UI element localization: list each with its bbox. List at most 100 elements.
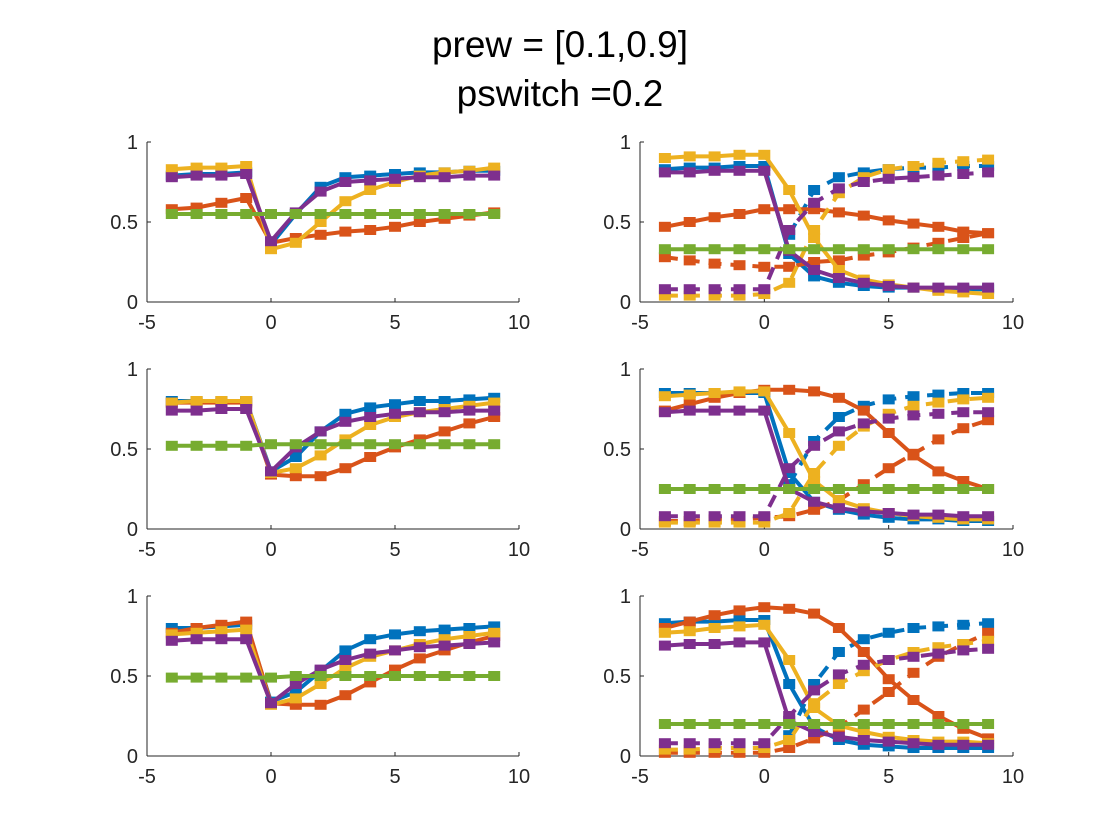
- data-point-purple: [857, 659, 870, 670]
- data-point-purple: [882, 281, 895, 291]
- y-tick-label: 1: [620, 586, 631, 608]
- data-point-orange: [808, 204, 821, 215]
- data-point-green: [982, 244, 995, 255]
- data-point-green: [364, 671, 377, 681]
- data-point-purple: [808, 197, 821, 208]
- data-point-yellow: [733, 386, 746, 397]
- data-point-orange: [882, 428, 895, 438]
- data-point-purple: [857, 735, 870, 745]
- data-point-yellow: [289, 237, 302, 248]
- data-point-orange: [832, 623, 845, 633]
- data-point-yellow: [364, 185, 377, 195]
- data-point-green: [265, 439, 277, 450]
- data-point-yellow: [932, 642, 945, 653]
- data-point-blue: [783, 679, 796, 689]
- data-point-orange: [832, 255, 845, 266]
- data-point-purple: [733, 738, 746, 749]
- data-point-purple: [708, 284, 721, 295]
- data-point-orange: [808, 386, 821, 397]
- data-point-yellow: [683, 290, 696, 301]
- data-point-purple: [832, 273, 845, 283]
- data-point-yellow: [708, 151, 721, 162]
- data-point-purple: [339, 416, 352, 427]
- data-point-blue: [339, 645, 352, 656]
- data-point-yellow: [808, 698, 821, 709]
- data-point-purple: [708, 511, 721, 522]
- figure-title-line2: pswitch =0.2: [457, 73, 664, 114]
- data-point-green: [708, 719, 721, 729]
- data-point-green: [438, 209, 451, 219]
- data-point-yellow: [832, 265, 845, 275]
- data-point-purple: [165, 405, 178, 416]
- data-point-green: [733, 484, 746, 494]
- y-tick-label: 1: [127, 359, 138, 381]
- data-point-green: [907, 484, 920, 494]
- data-point-green: [463, 209, 476, 219]
- data-point-blue: [413, 626, 426, 637]
- data-point-orange: [733, 209, 746, 219]
- data-point-blue: [389, 399, 401, 410]
- x-tick-label: -5: [138, 312, 156, 334]
- data-point-green: [758, 484, 771, 494]
- data-point-purple: [413, 407, 426, 418]
- data-point-purple: [389, 645, 401, 656]
- data-point-purple: [832, 503, 845, 514]
- data-point-purple: [857, 418, 870, 429]
- data-point-purple: [733, 637, 746, 648]
- data-point-green: [783, 244, 796, 255]
- data-point-orange: [907, 448, 920, 459]
- data-point-purple: [932, 408, 945, 419]
- data-point-yellow: [957, 156, 970, 167]
- data-point-purple: [808, 727, 821, 737]
- data-point-purple: [389, 408, 401, 419]
- data-point-green: [165, 440, 178, 451]
- data-point-orange: [215, 197, 228, 208]
- data-point-orange: [314, 471, 327, 482]
- data-point-blue: [832, 647, 845, 657]
- data-point-blue: [882, 627, 895, 638]
- data-point-yellow: [758, 149, 771, 160]
- data-point-green: [957, 244, 970, 255]
- data-point-blue: [339, 408, 352, 419]
- data-point-purple: [339, 177, 352, 187]
- data-point-orange: [438, 426, 451, 437]
- data-point-orange: [683, 399, 696, 410]
- data-point-purple: [857, 177, 870, 187]
- data-point-green: [932, 244, 945, 255]
- data-point-purple: [733, 165, 746, 176]
- data-point-purple: [733, 511, 746, 522]
- data-point-yellow: [165, 397, 178, 408]
- data-point-orange: [758, 261, 771, 272]
- data-point-orange: [857, 647, 870, 657]
- data-point-green: [857, 244, 870, 255]
- data-point-purple: [708, 639, 721, 649]
- data-point-orange: [783, 384, 796, 395]
- x-tick-label: 10: [508, 539, 530, 561]
- data-point-yellow: [982, 392, 995, 403]
- y-tick-label: 1: [620, 132, 631, 154]
- data-point-green: [957, 719, 970, 729]
- data-point-purple: [463, 170, 476, 181]
- data-point-yellow: [314, 679, 327, 689]
- y-tick-label: 0: [127, 746, 138, 768]
- data-point-blue: [733, 615, 746, 625]
- data-point-orange: [733, 605, 746, 616]
- data-point-green: [314, 439, 327, 450]
- data-point-green: [982, 719, 995, 729]
- data-point-blue: [364, 402, 377, 413]
- x-tick-label: 5: [883, 312, 894, 334]
- data-point-purple: [957, 511, 970, 522]
- data-point-purple: [982, 739, 995, 750]
- data-point-green: [733, 719, 746, 729]
- data-point-purple: [364, 648, 377, 659]
- data-point-orange: [857, 210, 870, 221]
- x-tick-label: 5: [883, 766, 894, 788]
- data-point-purple: [758, 284, 771, 295]
- data-point-yellow: [857, 727, 870, 737]
- data-point-orange: [289, 699, 302, 710]
- data-point-orange: [932, 434, 945, 445]
- data-point-yellow: [932, 397, 945, 408]
- data-point-orange: [240, 193, 253, 203]
- data-point-purple: [832, 183, 845, 194]
